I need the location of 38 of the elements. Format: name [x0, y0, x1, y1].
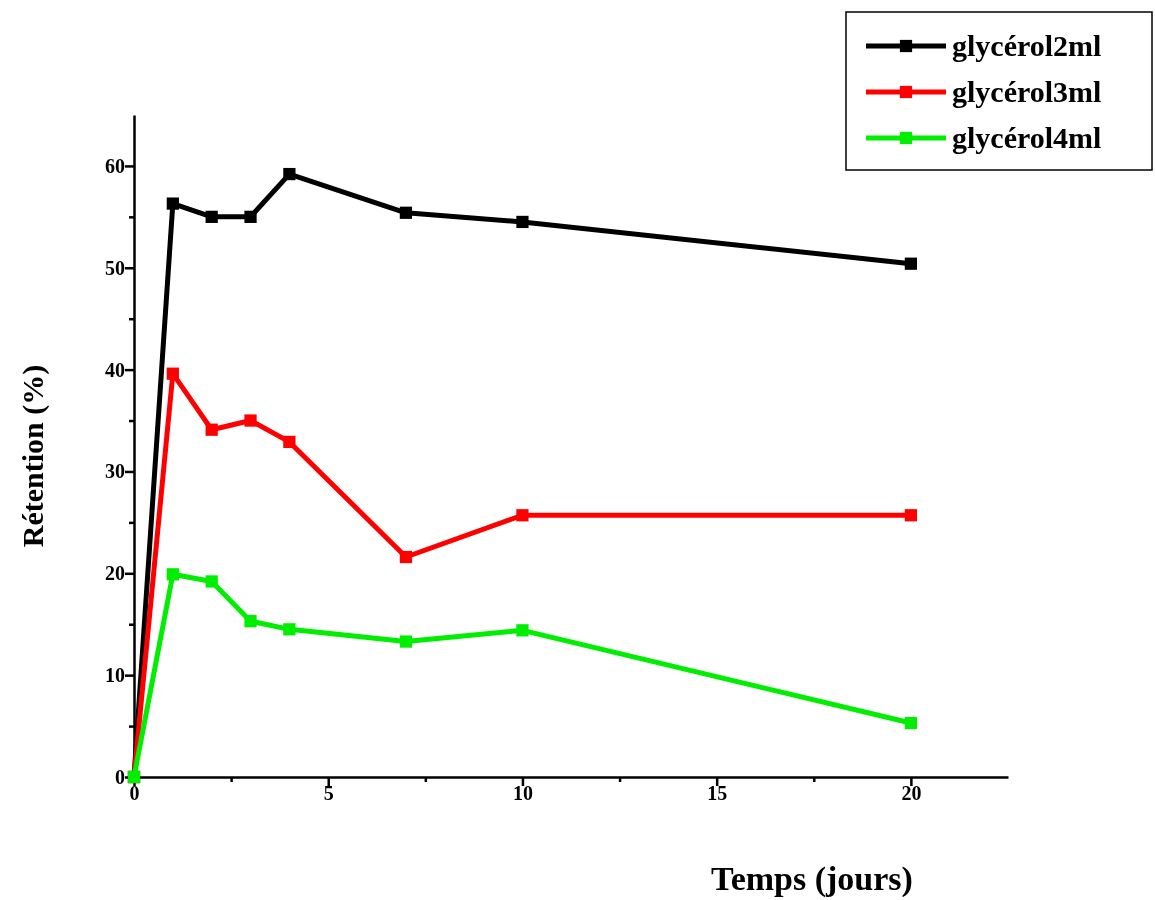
- x-tick-label: 20: [901, 782, 922, 805]
- y-tick-label: 0: [115, 765, 125, 788]
- x-tick-label: 15: [707, 782, 728, 805]
- point: [205, 575, 218, 588]
- legend-label: glycérol2ml: [952, 29, 1102, 62]
- y-tick-label: 60: [105, 154, 125, 177]
- y-tick-label: 30: [105, 460, 125, 483]
- point: [244, 414, 257, 427]
- point: [205, 210, 218, 223]
- point: [283, 623, 296, 636]
- legend-label: glycérol4ml: [952, 121, 1102, 154]
- y-axis-title: Rétention (%): [16, 364, 50, 548]
- x-tick-label: 5: [323, 782, 334, 805]
- point: [166, 367, 179, 380]
- point: [244, 210, 257, 223]
- x-tick-label: 0: [129, 782, 140, 805]
- y-tick-label: 10: [105, 664, 125, 687]
- point: [399, 550, 413, 564]
- point: [516, 215, 529, 229]
- point: [283, 435, 296, 449]
- point: [399, 635, 413, 648]
- point: [516, 509, 529, 522]
- y-tick-label: 20: [105, 562, 125, 585]
- y-tick-label: 50: [105, 256, 125, 279]
- point: [205, 423, 218, 436]
- point: [166, 568, 179, 581]
- legend-label: glycérol3ml: [952, 75, 1102, 108]
- point: [904, 716, 918, 730]
- point: [283, 167, 296, 181]
- y-tick-label: 40: [105, 358, 125, 381]
- point: [399, 206, 413, 219]
- point: [516, 624, 529, 637]
- x-axis-title: Temps (jours): [711, 860, 913, 898]
- x-tick-label: 10: [512, 782, 533, 805]
- point: [244, 615, 257, 628]
- point: [904, 509, 918, 522]
- point: [904, 257, 918, 270]
- point: [166, 197, 179, 210]
